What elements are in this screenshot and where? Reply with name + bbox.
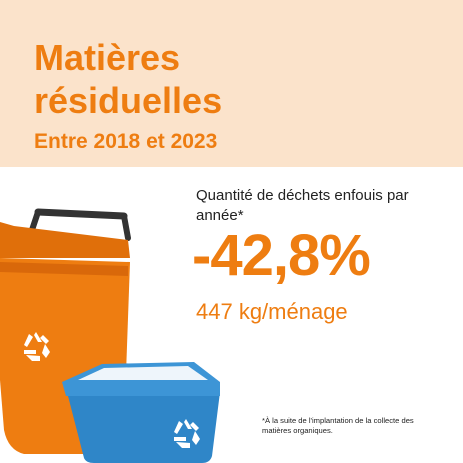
bin-handle [34, 208, 128, 220]
stat-value: -42,8% [192, 223, 371, 288]
footnote: *À la suite de l'implantation de la coll… [262, 416, 414, 435]
header-banner [0, 0, 463, 167]
stat-per-household: 447 kg/ménage [196, 299, 348, 324]
page-subtitle: Entre 2018 et 2023 [34, 130, 218, 153]
blue-bin [62, 362, 220, 463]
stat-label: Quantité de déchets enfouis par année* [196, 187, 409, 224]
page-title: Matières résiduelles [34, 37, 223, 121]
bin-lid [0, 222, 130, 258]
